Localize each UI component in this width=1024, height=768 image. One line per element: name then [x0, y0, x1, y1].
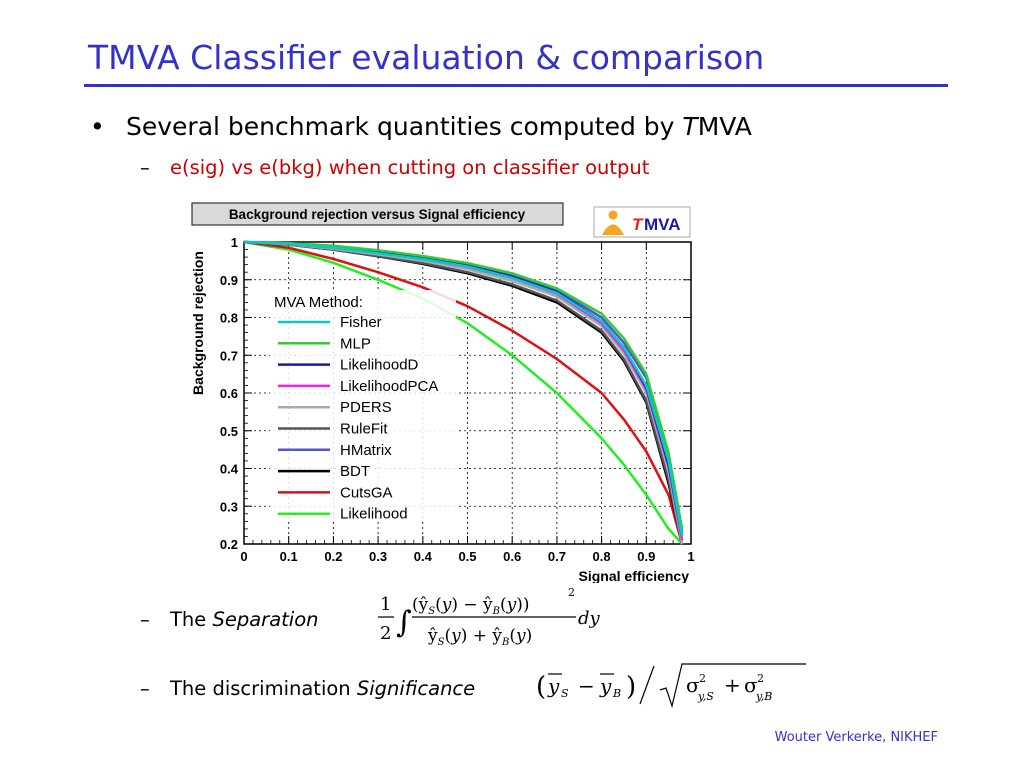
x-tick-label: 0.1 [280, 549, 298, 564]
bullet-text: Several benchmark quantities computed by [126, 112, 683, 141]
logo-text-mva: MVA [644, 215, 681, 234]
legend-label-rulefit: RuleFit [340, 421, 388, 438]
title-underline [84, 84, 948, 87]
svg-text:σ: σ [744, 673, 758, 697]
svg-text:2: 2 [380, 623, 391, 644]
main-bullet: • Several benchmark quantities computed b… [90, 112, 752, 141]
significance-line: – The discrimination Significance [140, 677, 475, 700]
svg-text:y,S: y,S [697, 690, 714, 703]
separation-word: Separation [212, 608, 319, 631]
svg-text:1: 1 [380, 594, 391, 615]
series-line-mlp [243, 240, 684, 530]
x-tick-label: 0.8 [593, 549, 611, 564]
svg-text:2: 2 [757, 672, 764, 685]
bullet-dot: • [90, 112, 105, 141]
svg-text:∫: ∫ [396, 605, 412, 640]
svg-text:): ) [626, 672, 636, 702]
y-tick-label: 0.6 [220, 386, 238, 401]
legend-label-likelihood: Likelihood [340, 506, 408, 523]
significance-formula: ( y S − y B ) σ 2 y,S + σ 2 y,B [536, 663, 806, 709]
bullet-text-tmva-t: T [682, 112, 698, 141]
legend-label-bdt: BDT [340, 463, 370, 480]
x-tick-label: 1 [687, 549, 694, 564]
significance-prefix: The discrimination [170, 677, 357, 700]
legend-label-mlp: MLP [340, 335, 371, 352]
y-tick-label: 0.9 [220, 273, 238, 288]
y-tick-label: 0.4 [220, 462, 239, 477]
separation-dash: – [140, 608, 150, 631]
svg-text:B: B [612, 687, 621, 700]
series-line-likelihood [243, 240, 684, 545]
svg-text:−: − [578, 674, 595, 698]
svg-text:y: y [547, 674, 560, 698]
y-tick-label: 0.8 [220, 311, 238, 326]
x-tick-label: 0.3 [369, 549, 387, 564]
separation-formula: 1 2 ∫ (ŷS(y) − ŷB(y)) 2 ŷS(y) + ŷB(y) dy [378, 586, 601, 648]
svg-text:dy: dy [578, 608, 601, 629]
logo-figure-body [602, 224, 624, 235]
y-tick-label: 1 [231, 235, 238, 250]
legend-label-hmatrix: HMatrix [340, 442, 392, 459]
sub-bullet-dash: – [140, 156, 150, 179]
y-tick-label: 0.3 [220, 499, 238, 514]
svg-text:S: S [561, 687, 569, 700]
legend-label-pders: PDERS [340, 399, 392, 416]
sub-bullet: – e(sig) vs e(bkg) when cutting on classi… [140, 156, 649, 179]
logo-figure-head [608, 210, 618, 220]
legend-label-fisher: Fisher [340, 314, 382, 331]
svg-text:(ŷS(y) − ŷB(y)): (ŷS(y) − ŷB(y)) [412, 595, 530, 617]
legend-title: MVA Method: [274, 294, 363, 311]
legend-label-cutsga: CutsGA [340, 484, 393, 501]
legend-label-likelihoodd: LikelihoodD [340, 357, 419, 374]
svg-text:ŷS(y) + ŷB(y): ŷS(y) + ŷB(y) [427, 626, 532, 648]
y-tick-label: 0.7 [220, 348, 238, 363]
svg-text:(: ( [536, 672, 546, 702]
y-tick-label: 0.5 [220, 424, 238, 439]
significance-word: Significance [356, 677, 476, 700]
svg-text:2: 2 [699, 672, 706, 685]
svg-text:y: y [599, 674, 612, 698]
y-axis-label: Background rejection [190, 251, 206, 395]
series-line-cutsga [243, 240, 684, 545]
slide-title: TMVA Classifier evaluation & comparison [88, 38, 765, 77]
tmva-logo: T MVA [593, 206, 691, 238]
separation-line: – The Separation [140, 608, 319, 631]
x-tick-label: 0.6 [503, 549, 521, 564]
sub-bullet-text: e(sig) vs e(bkg) when cutting on classif… [170, 156, 650, 179]
roc-chart: Background rejection versus Signal effic… [190, 202, 695, 583]
x-tick-label: 0.5 [458, 549, 476, 564]
separation-prefix: The [170, 608, 213, 631]
svg-text:y,B: y,B [755, 690, 772, 703]
svg-text:+: + [724, 673, 741, 697]
svg-text:2: 2 [568, 586, 575, 599]
significance-dash: – [140, 677, 150, 700]
x-tick-label: 0.2 [324, 549, 342, 564]
legend-label-likelihoodpca: LikelihoodPCA [340, 378, 438, 395]
series-line-fisher [243, 240, 684, 537]
y-tick-label: 0.2 [220, 537, 238, 552]
chart-title: Background rejection versus Signal effic… [229, 207, 526, 222]
x-tick-label: 0.4 [414, 549, 433, 564]
svg-text:σ: σ [686, 673, 700, 697]
x-tick-label: 0 [240, 549, 247, 564]
x-tick-label: 0.9 [637, 549, 655, 564]
footer-author: Wouter Verkerke, NIKHEF [774, 730, 938, 745]
x-tick-label: 0.7 [548, 549, 566, 564]
bullet-text-tmva-rest: MVA [697, 112, 752, 141]
x-axis-label: Signal efficiency [579, 568, 690, 583]
logo-text-t: T [632, 215, 644, 234]
